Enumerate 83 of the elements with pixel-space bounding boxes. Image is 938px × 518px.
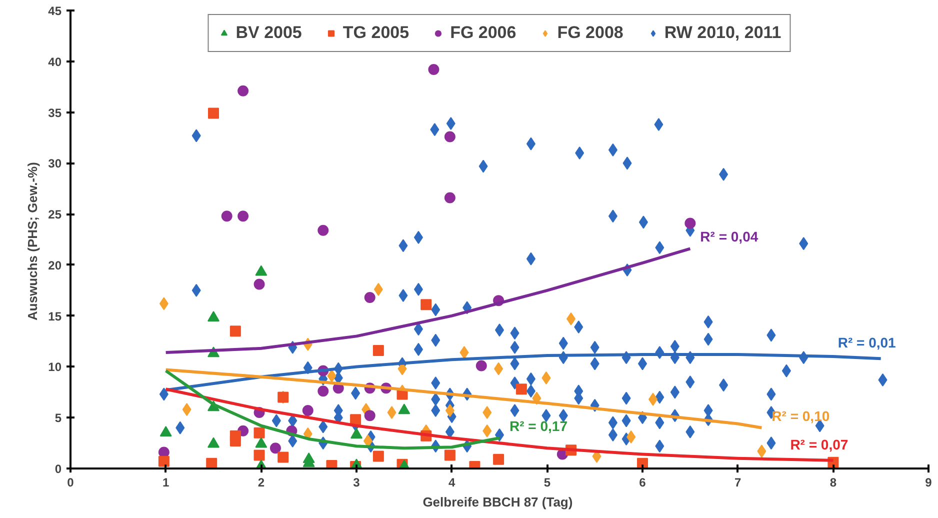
point <box>230 326 241 337</box>
legend-label: FG 2006 <box>450 23 516 43</box>
series-label: R² = 0,01 <box>838 334 896 351</box>
point <box>364 292 376 304</box>
x-tick-label: 9 <box>925 476 932 490</box>
point <box>648 392 658 406</box>
point <box>159 297 168 310</box>
point <box>208 311 220 322</box>
x-tick-label: 2 <box>258 476 265 490</box>
point <box>372 450 384 462</box>
x-tick-label: 3 <box>353 476 360 490</box>
point <box>626 430 636 444</box>
point <box>318 386 329 397</box>
point <box>542 371 551 384</box>
point <box>318 224 329 236</box>
y-tick-label: 35 <box>48 106 62 120</box>
series-label: R² = 0,07 <box>790 436 848 452</box>
point <box>254 427 265 438</box>
x-tick-label: 8 <box>830 476 837 490</box>
point <box>494 362 504 376</box>
point <box>757 444 766 458</box>
point <box>270 442 281 454</box>
legend-label: TG 2005 <box>342 23 410 43</box>
point <box>206 458 218 468</box>
point <box>302 404 314 416</box>
x-tick-label: 1 <box>162 476 170 490</box>
point <box>254 278 265 290</box>
legend-label: RW 2010, 2011 <box>664 23 782 43</box>
point <box>420 299 432 310</box>
point <box>387 406 396 420</box>
point <box>372 344 384 356</box>
y-tick-label: 20 <box>48 258 62 272</box>
x-tick-label: 4 <box>448 476 456 490</box>
point <box>364 410 376 422</box>
point <box>254 450 265 461</box>
y-tick-label: 10 <box>48 360 62 374</box>
point <box>428 64 440 76</box>
y-tick-label: 40 <box>48 54 62 69</box>
y-axis-title: Auswuchs (PHS; Gew.-%) <box>25 162 40 321</box>
series-label: R² = 0,17 <box>510 418 568 434</box>
point <box>230 430 241 442</box>
point <box>482 424 492 438</box>
point <box>278 452 289 463</box>
y-tick-label: 30 <box>48 156 62 171</box>
legend-label: FG 2008 <box>557 23 624 43</box>
point <box>350 414 362 426</box>
y-tick-label: 25 <box>48 208 62 222</box>
line-series <box>164 247 692 354</box>
point <box>374 282 383 296</box>
point <box>482 406 492 420</box>
y-tick-label: 0 <box>54 462 62 476</box>
point <box>444 131 456 142</box>
point <box>350 428 362 439</box>
point <box>160 426 172 437</box>
x-tick-label: 7 <box>734 476 742 490</box>
point <box>398 404 410 414</box>
point <box>444 192 456 204</box>
point <box>445 404 454 417</box>
x-tick-label: 6 <box>639 476 646 490</box>
point <box>460 346 469 359</box>
point <box>158 456 170 467</box>
point <box>684 218 696 229</box>
point <box>208 108 219 119</box>
point <box>238 210 249 222</box>
y-tick-label: 15 <box>48 309 62 324</box>
point <box>255 437 268 448</box>
point <box>493 454 504 465</box>
point <box>208 437 220 448</box>
y-tick-label: 5 <box>54 411 62 426</box>
point <box>476 360 487 372</box>
series-label: R² = 0,04 <box>700 228 758 245</box>
point <box>327 369 336 382</box>
legend-label: BV 2005 <box>236 23 302 43</box>
point <box>516 384 527 395</box>
point <box>221 210 232 222</box>
x-tick-label: 5 <box>544 476 551 490</box>
x-tick-label: 0 <box>67 476 74 490</box>
point <box>182 402 192 416</box>
point <box>444 450 456 461</box>
y-tick-label: 45 <box>48 4 62 18</box>
series-label: R² = 0,10 <box>772 408 830 424</box>
x-axis-title: Gelbreife BBCH 87 (Tag) <box>422 494 573 510</box>
point <box>238 85 249 96</box>
